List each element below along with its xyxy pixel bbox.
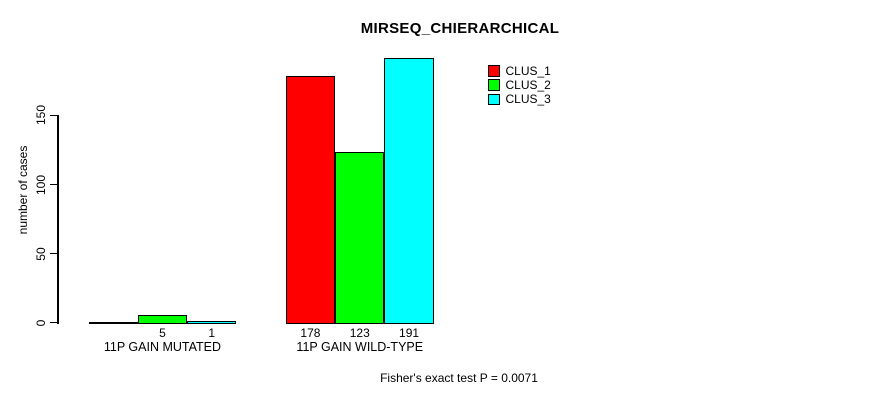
legend-label: CLUS_3 xyxy=(505,92,551,107)
legend-item-clus_1: CLUS_1 xyxy=(488,65,551,77)
y-tick-mark xyxy=(49,114,57,117)
legend-label: CLUS_1 xyxy=(505,64,551,78)
y-tick-label: 150 xyxy=(34,105,48,126)
legend-swatch-icon xyxy=(488,79,500,91)
bar-clus_1-group2 xyxy=(285,76,336,324)
bar-value-label: 5 xyxy=(159,326,166,340)
legend-swatch-icon xyxy=(488,65,500,77)
y-axis-line xyxy=(57,115,59,324)
fisher-test-annotation: Fisher's exact test P = 0.0071 xyxy=(380,371,538,385)
bar-clus_2-group2 xyxy=(335,152,385,324)
bar-value-label: 178 xyxy=(300,326,321,340)
legend-item-clus_2: CLUS_2 xyxy=(488,79,551,91)
y-tick-mark xyxy=(49,252,57,255)
legend-label: CLUS_2 xyxy=(505,78,551,93)
bar-value-label: 191 xyxy=(399,326,420,340)
chart-title: MIRSEQ_CHIERARCHICAL xyxy=(360,20,560,37)
y-tick-label: 50 xyxy=(34,247,48,261)
bar-clus_3-group2 xyxy=(384,58,434,324)
bar-clus_1-group1 xyxy=(88,322,138,324)
y-axis-label: number of cases xyxy=(16,145,30,235)
legend-item-clus_3: CLUS_3 xyxy=(488,93,551,105)
bar-clus_3-group1 xyxy=(187,320,237,324)
bar-value-label: 1 xyxy=(208,326,216,340)
legend-swatch-icon xyxy=(488,93,500,106)
bar-clus_2-group1 xyxy=(137,315,188,324)
y-tick-mark xyxy=(49,322,57,324)
group-label-2: 11P GAIN WILD-TYPE xyxy=(296,340,424,354)
y-tick-mark xyxy=(49,183,57,186)
bar-value-label: 123 xyxy=(349,326,370,340)
y-tick-label: 100 xyxy=(34,174,48,195)
group-label-1: 11P GAIN MUTATED xyxy=(103,340,222,354)
y-tick-label: 0 xyxy=(34,319,48,327)
